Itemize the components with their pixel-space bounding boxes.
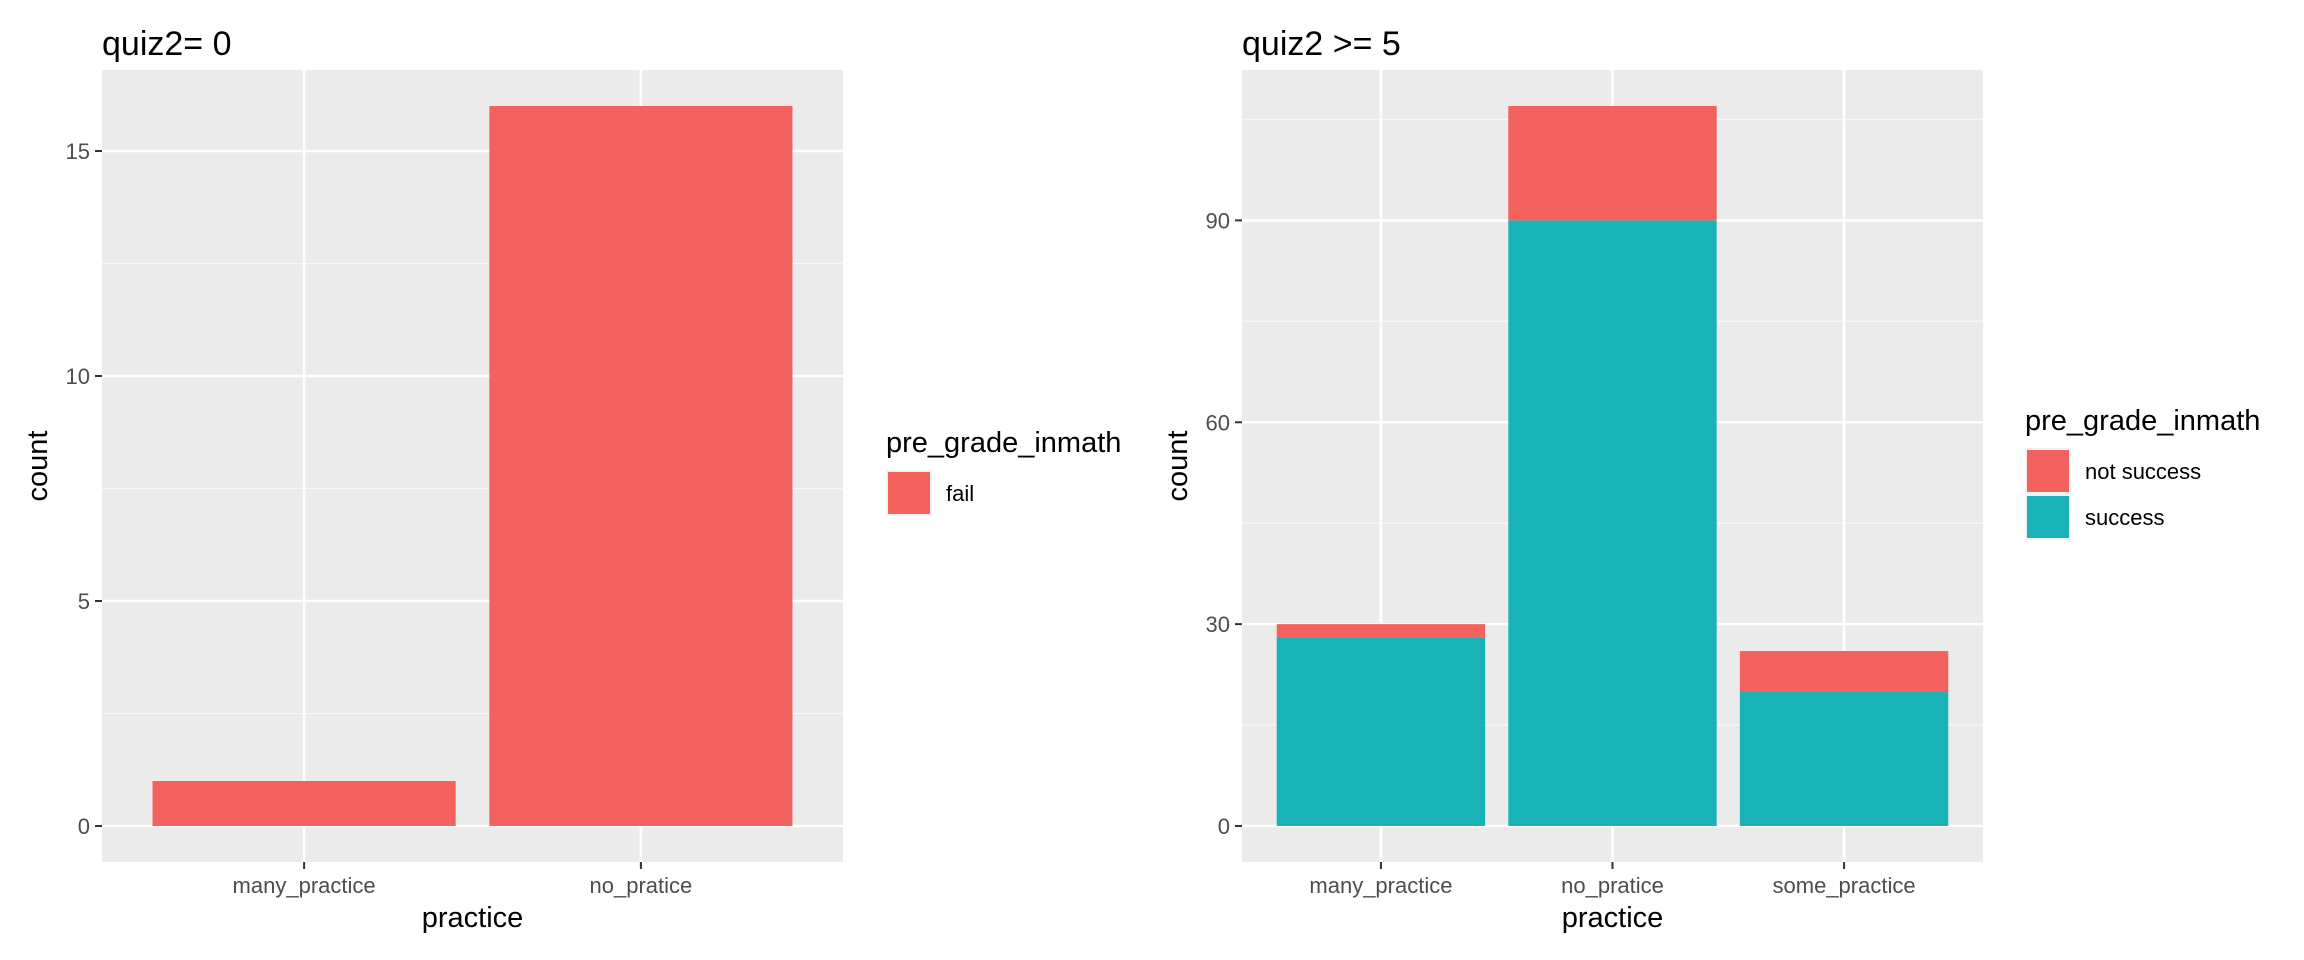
chart-panel-1: 0 5 10 15 many_practice no_pratice practice cou… bbox=[22, 25, 1121, 934]
panel1-y-tick-label: 15 bbox=[66, 139, 90, 164]
panel1-chart-title: quiz2= 0 bbox=[102, 25, 232, 63]
panel1-y-axis-title: count bbox=[22, 431, 54, 502]
panel2-bar-success-many_practice bbox=[1276, 637, 1486, 826]
panel2-legend-label-not-success: not success bbox=[2085, 459, 2201, 484]
panel1-y-tick-label: 10 bbox=[66, 364, 90, 389]
panel2-bar-success-no_pratice bbox=[1508, 220, 1717, 826]
panel2-bar-success-some_practice bbox=[1739, 691, 1949, 826]
panel2-y-tick-label: 0 bbox=[1218, 814, 1230, 839]
panel2-chart-title: quiz2 >= 5 bbox=[1242, 25, 1401, 63]
panel1-x-tick-label: many_practice bbox=[233, 873, 376, 898]
chart-panel-2: 0 30 60 90 many_practice no_pratice some_pract… bbox=[1162, 25, 2260, 934]
panel2-x-tick-label: many_practice bbox=[1309, 873, 1452, 898]
panel2-x-tick-label: some_practice bbox=[1773, 873, 1916, 898]
panel2-bar-not-success-many_practice bbox=[1276, 624, 1486, 638]
panel1-legend-label-fail: fail bbox=[946, 481, 974, 506]
panel1-y-tick-label: 0 bbox=[78, 814, 90, 839]
panel1-legend-title: pre_grade_inmath bbox=[886, 427, 1121, 459]
panel2-legend-title: pre_grade_inmath bbox=[2025, 405, 2260, 437]
panel1-x-tick-label: no_pratice bbox=[590, 873, 693, 898]
panel1-legend-swatch-fail bbox=[888, 472, 930, 514]
panel1-x-axis-title: practice bbox=[422, 902, 524, 934]
panel2-y-tick-label: 30 bbox=[1206, 612, 1230, 637]
panel2-y-axis-title: count bbox=[1162, 431, 1194, 502]
panel2-legend-label-success: success bbox=[2085, 505, 2164, 530]
panel1-bar-fail-many_practice bbox=[152, 781, 456, 826]
panel2-y-tick-label: 90 bbox=[1206, 208, 1230, 233]
panel1-y-tick-label: 5 bbox=[78, 589, 90, 614]
panel1-bar-fail-no_pratice bbox=[489, 106, 793, 826]
panel2-y-tick-label: 60 bbox=[1206, 410, 1230, 435]
panel2-x-axis-title: practice bbox=[1562, 902, 1664, 934]
panel2-legend-swatch-not-success bbox=[2027, 450, 2069, 492]
panel2-bar-not-success-some_practice bbox=[1739, 651, 1949, 692]
panel2-bar-not-success-no_pratice bbox=[1508, 106, 1717, 221]
panel2-legend-swatch-success bbox=[2027, 496, 2069, 538]
panel2-x-tick-label: no_pratice bbox=[1561, 873, 1664, 898]
